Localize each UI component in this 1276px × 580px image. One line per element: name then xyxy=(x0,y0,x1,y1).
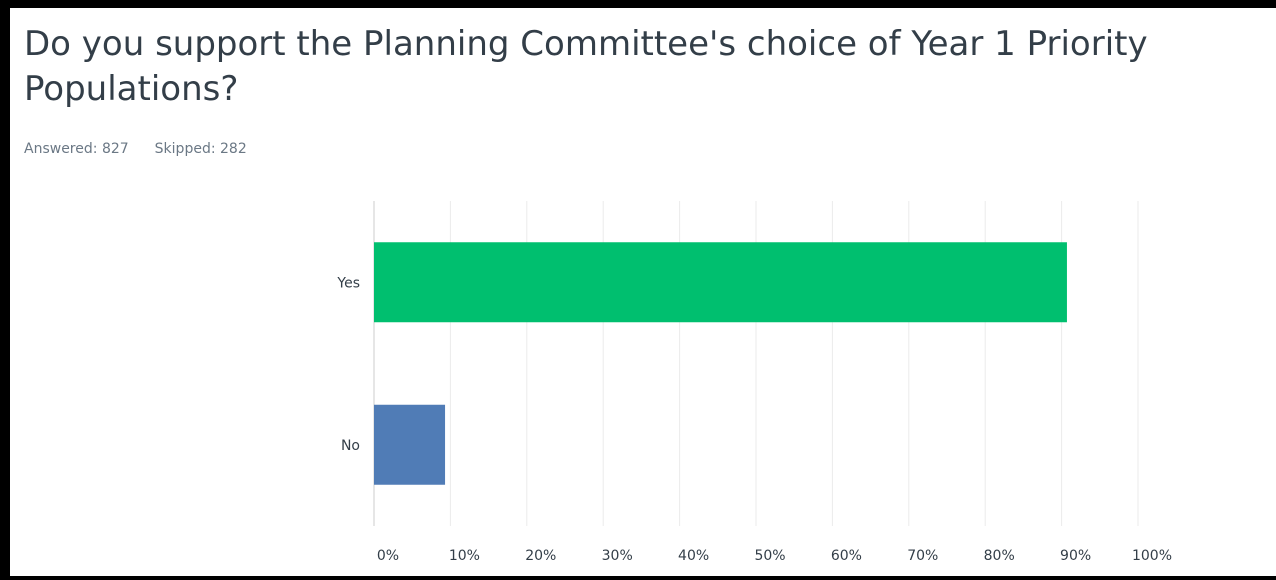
bar-no xyxy=(374,404,446,485)
x-tick-label: 70% xyxy=(907,548,938,564)
x-tick-label: 10% xyxy=(449,548,480,564)
x-tick-label: 0% xyxy=(377,548,399,564)
x-tick-label: 100% xyxy=(1132,548,1172,564)
skipped-stat: Skipped: 282 xyxy=(155,141,247,157)
x-tick-label: 30% xyxy=(602,548,633,564)
skipped-label: Skipped: xyxy=(154,141,216,157)
x-tick-label: 50% xyxy=(754,548,785,564)
bar-yes xyxy=(374,242,1067,323)
category-label: No xyxy=(341,438,360,454)
category-label: Yes xyxy=(336,275,360,291)
answered-count: 827 xyxy=(101,141,129,157)
response-stats: Answered: 827 Skipped: 282 xyxy=(24,141,273,157)
response-bar-chart: 0% 10% 20% 30% 40% 50% 60% 70% 80% 90% 100% Yes No xyxy=(336,201,1172,564)
answered-label: Answered: xyxy=(24,141,98,157)
answered-stat: Answered: 827 xyxy=(24,141,129,157)
x-tick-label: 60% xyxy=(831,548,862,564)
question-title: Do you support the Planning Committee's … xyxy=(24,24,1148,109)
x-tick-label: 80% xyxy=(984,548,1015,564)
skipped-count: 282 xyxy=(220,141,247,157)
x-tick-label: 40% xyxy=(678,548,709,564)
x-tick-label: 20% xyxy=(525,548,556,564)
x-tick-label: 90% xyxy=(1060,548,1091,564)
